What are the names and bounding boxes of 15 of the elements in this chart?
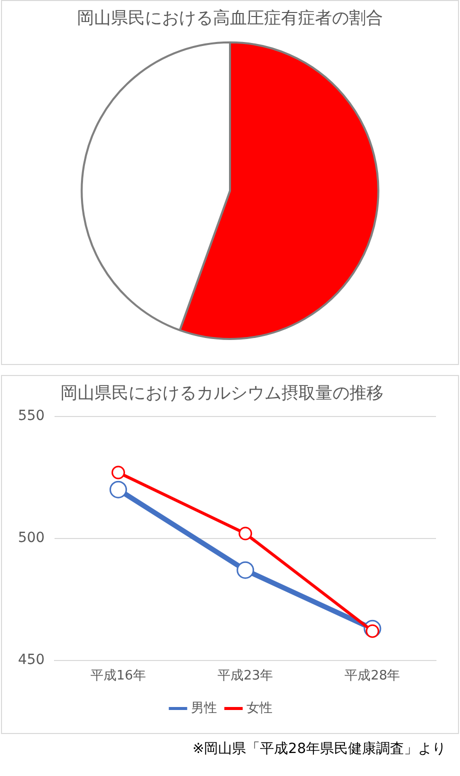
- point: [110, 480, 128, 498]
- x-tick-label: 平成28年: [344, 668, 400, 684]
- x-tick-label: 平成16年: [90, 668, 146, 684]
- point: [238, 526, 252, 540]
- point: [236, 561, 254, 579]
- legend-label: 男性: [191, 700, 217, 716]
- text: ※岡山県「平成28年県民健康調査」より: [192, 740, 446, 758]
- chart-title: 岡山県民における高血圧症有症者の割合: [77, 8, 383, 29]
- y-tick-label: 550: [18, 408, 45, 424]
- x-tick-label: 平成23年: [218, 668, 274, 684]
- y-tick-label: 500: [18, 530, 45, 546]
- legend-label: 女性: [246, 700, 272, 716]
- point: [112, 466, 126, 480]
- chart-title: 岡山県民におけるカルシウム摂取量の推移: [60, 384, 384, 404]
- y-tick-label: 450: [18, 652, 45, 668]
